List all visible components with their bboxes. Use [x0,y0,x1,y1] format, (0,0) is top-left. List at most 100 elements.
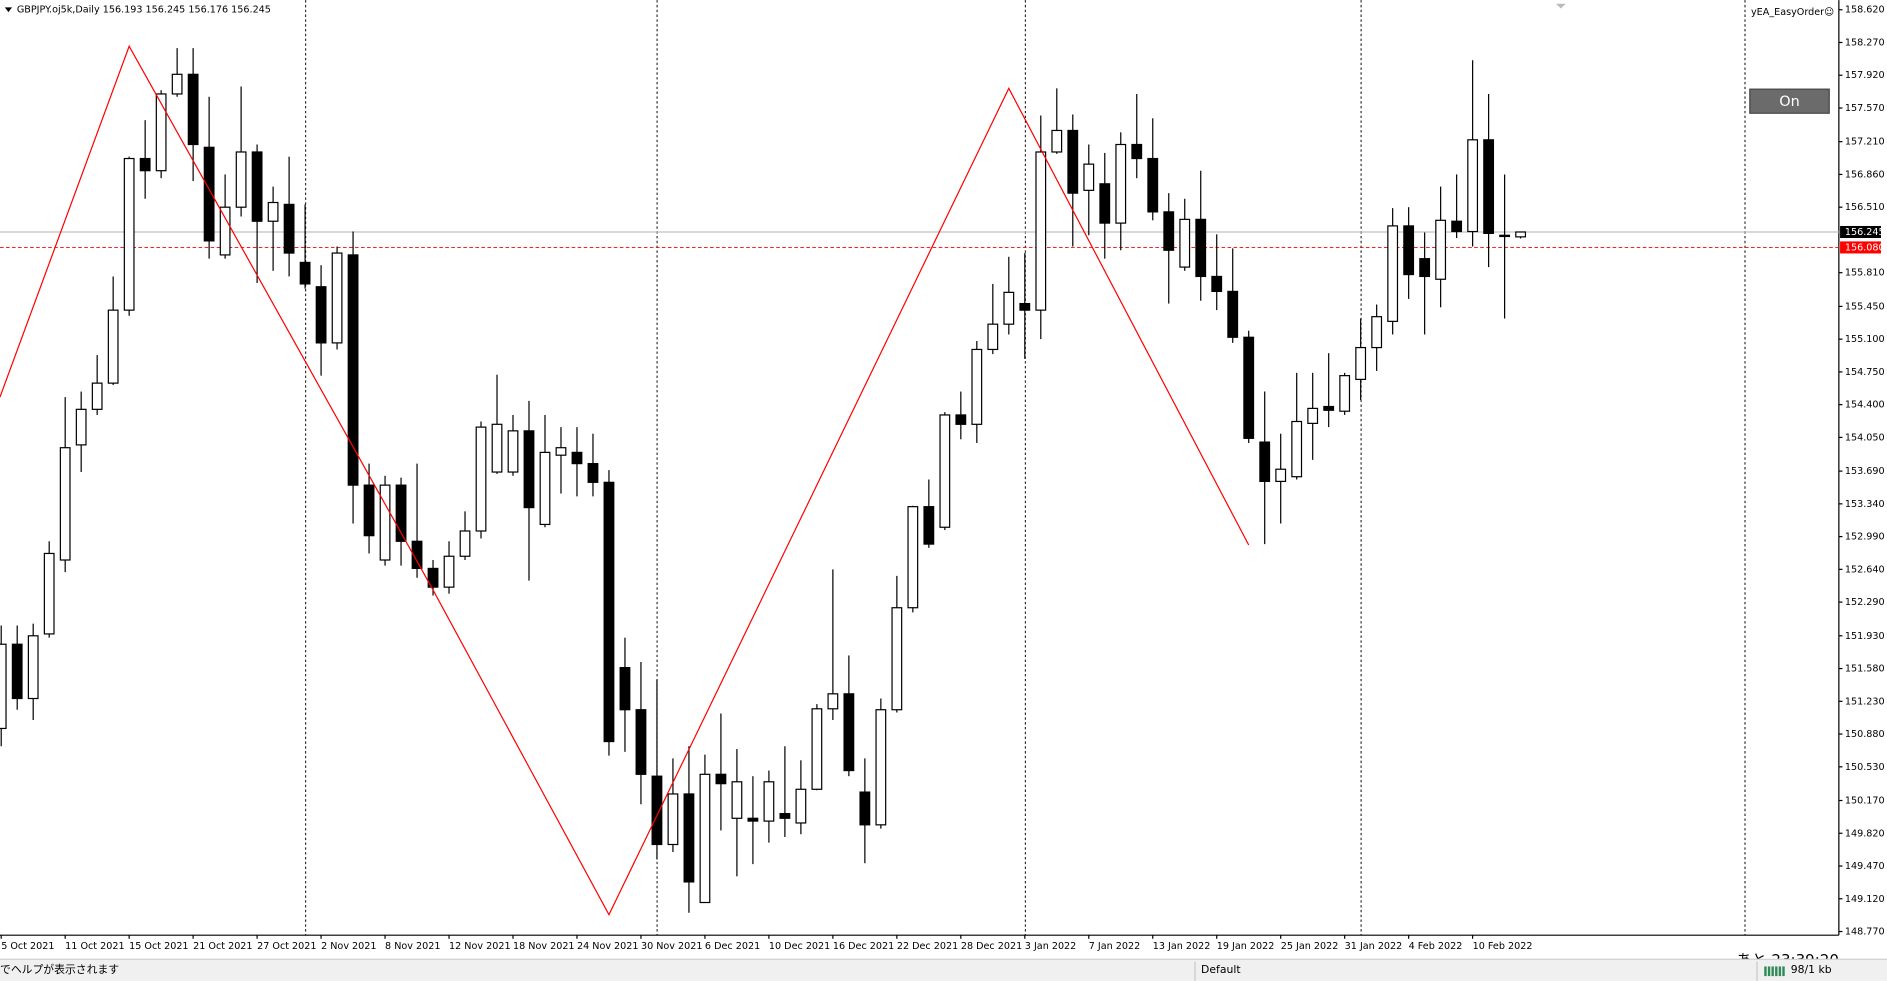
bid-price-label: 156.245 [1845,227,1885,238]
button-frame[interactable] [1749,88,1830,114]
candle-body [635,709,647,775]
on-button[interactable]: On [1749,88,1830,114]
candle-body [1083,163,1095,191]
high-value: 156.245 [146,5,186,16]
candle-body [1259,441,1271,482]
x-tick-label: 6 Dec 2021 [705,941,760,952]
y-tick-label: 151.580 [1845,664,1885,675]
y-tick-label: 155.450 [1845,301,1885,312]
zigzag-line [0,44,1250,916]
y-tick-label: 150.530 [1845,762,1885,773]
candle-body [811,708,823,790]
candle-body [411,540,423,570]
y-tick-label: 149.820 [1845,828,1885,839]
y-tick-label: 152.640 [1845,564,1885,575]
menu-arrow[interactable] [4,7,13,13]
candle-body [571,451,583,465]
candle-body [1435,219,1447,280]
candle-body [955,414,967,425]
y-tick-label: 157.920 [1845,70,1885,81]
candle-body [491,423,503,473]
ea-name: yEA_EasyOrder☺ [1751,7,1834,18]
candle-body [315,286,327,344]
y-tick-label: 151.230 [1845,696,1885,707]
button-label[interactable]: On [1779,94,1800,110]
candle-body [651,775,663,846]
x-tick-label: 5 Oct 2021 [1,941,54,952]
candle-body [1035,151,1047,311]
y-tick-label: 153.690 [1845,466,1885,477]
candle-body [1115,143,1127,224]
candle-body [1243,336,1255,439]
candle-body [1451,220,1463,233]
period-separators [305,0,1746,936]
candle-body [123,157,135,311]
x-tick-label: 16 Dec 2021 [833,941,894,952]
candle-body [1515,231,1527,238]
candle-body [267,201,279,222]
y-tick-label: 154.050 [1845,432,1885,443]
x-tick-label: 13 Jan 2022 [1153,941,1211,952]
candle-body [1211,275,1223,293]
y-tick-label: 154.750 [1845,367,1885,378]
candle-body [1339,375,1351,412]
candle-body [1323,405,1335,411]
candle-body [1371,316,1383,349]
y-tick-label: 156.860 [1845,169,1885,180]
x-tick-label: 10 Dec 2021 [769,941,830,952]
candle-body [171,73,183,95]
candle-body [75,408,87,446]
candle-body [363,484,375,537]
candle-body [0,643,7,730]
candle-body [1307,407,1319,424]
candle-body [1147,157,1159,213]
y-tick-label: 150.170 [1845,796,1885,807]
x-tick-label: 31 Jan 2022 [1345,941,1403,952]
price-line-label: 156.080 [1845,242,1885,253]
y-tick-label: 155.100 [1845,334,1885,345]
y-tick-label: 157.210 [1845,137,1885,148]
candle-body [827,693,839,710]
open-value: 156.193 [103,5,143,16]
candle-body [987,323,999,351]
candle-body [1179,218,1191,268]
x-tick-label: 12 Nov 2021 [449,941,511,952]
candle-body [923,506,935,545]
candle-body [1003,291,1015,325]
y-tick-label: 152.990 [1845,532,1885,543]
y-tick-label: 156.510 [1845,202,1885,213]
candle-body [139,157,151,172]
candle-body [891,607,903,711]
y-tick-label: 157.570 [1845,103,1885,114]
candle-body [875,709,887,826]
y-tick-label: 150.880 [1845,729,1885,740]
status-help: でヘルプが表示されます [0,962,119,976]
candle-body [603,481,615,743]
candle-body [667,793,679,846]
candle-body [795,788,807,824]
x-tick-label: 27 Oct 2021 [257,941,316,952]
candle-body [1355,346,1367,380]
candle-body [331,252,343,344]
y-tick-label: 152.290 [1845,597,1885,608]
price-line-box [1840,241,1881,254]
candle-body [747,817,759,822]
candle-body [443,555,455,588]
candle-body [379,484,391,561]
low-value: 156.176 [188,5,228,16]
candle-body [43,552,55,635]
x-tick-label: 7 Jan 2022 [1089,941,1141,952]
candle-body [299,261,311,285]
candle-body [699,773,711,904]
candle-body [1131,143,1143,160]
x-tick-label: 10 Feb 2022 [1473,941,1533,952]
x-tick-label: 11 Oct 2021 [65,941,124,952]
candle-body [731,781,743,819]
status-profile: Default [1201,963,1241,976]
status-traffic: 98/1 kb [1791,963,1832,976]
candle-body [155,93,167,172]
candle-body [1291,420,1303,478]
candle-body [1387,225,1399,322]
candle-body [1051,129,1063,153]
